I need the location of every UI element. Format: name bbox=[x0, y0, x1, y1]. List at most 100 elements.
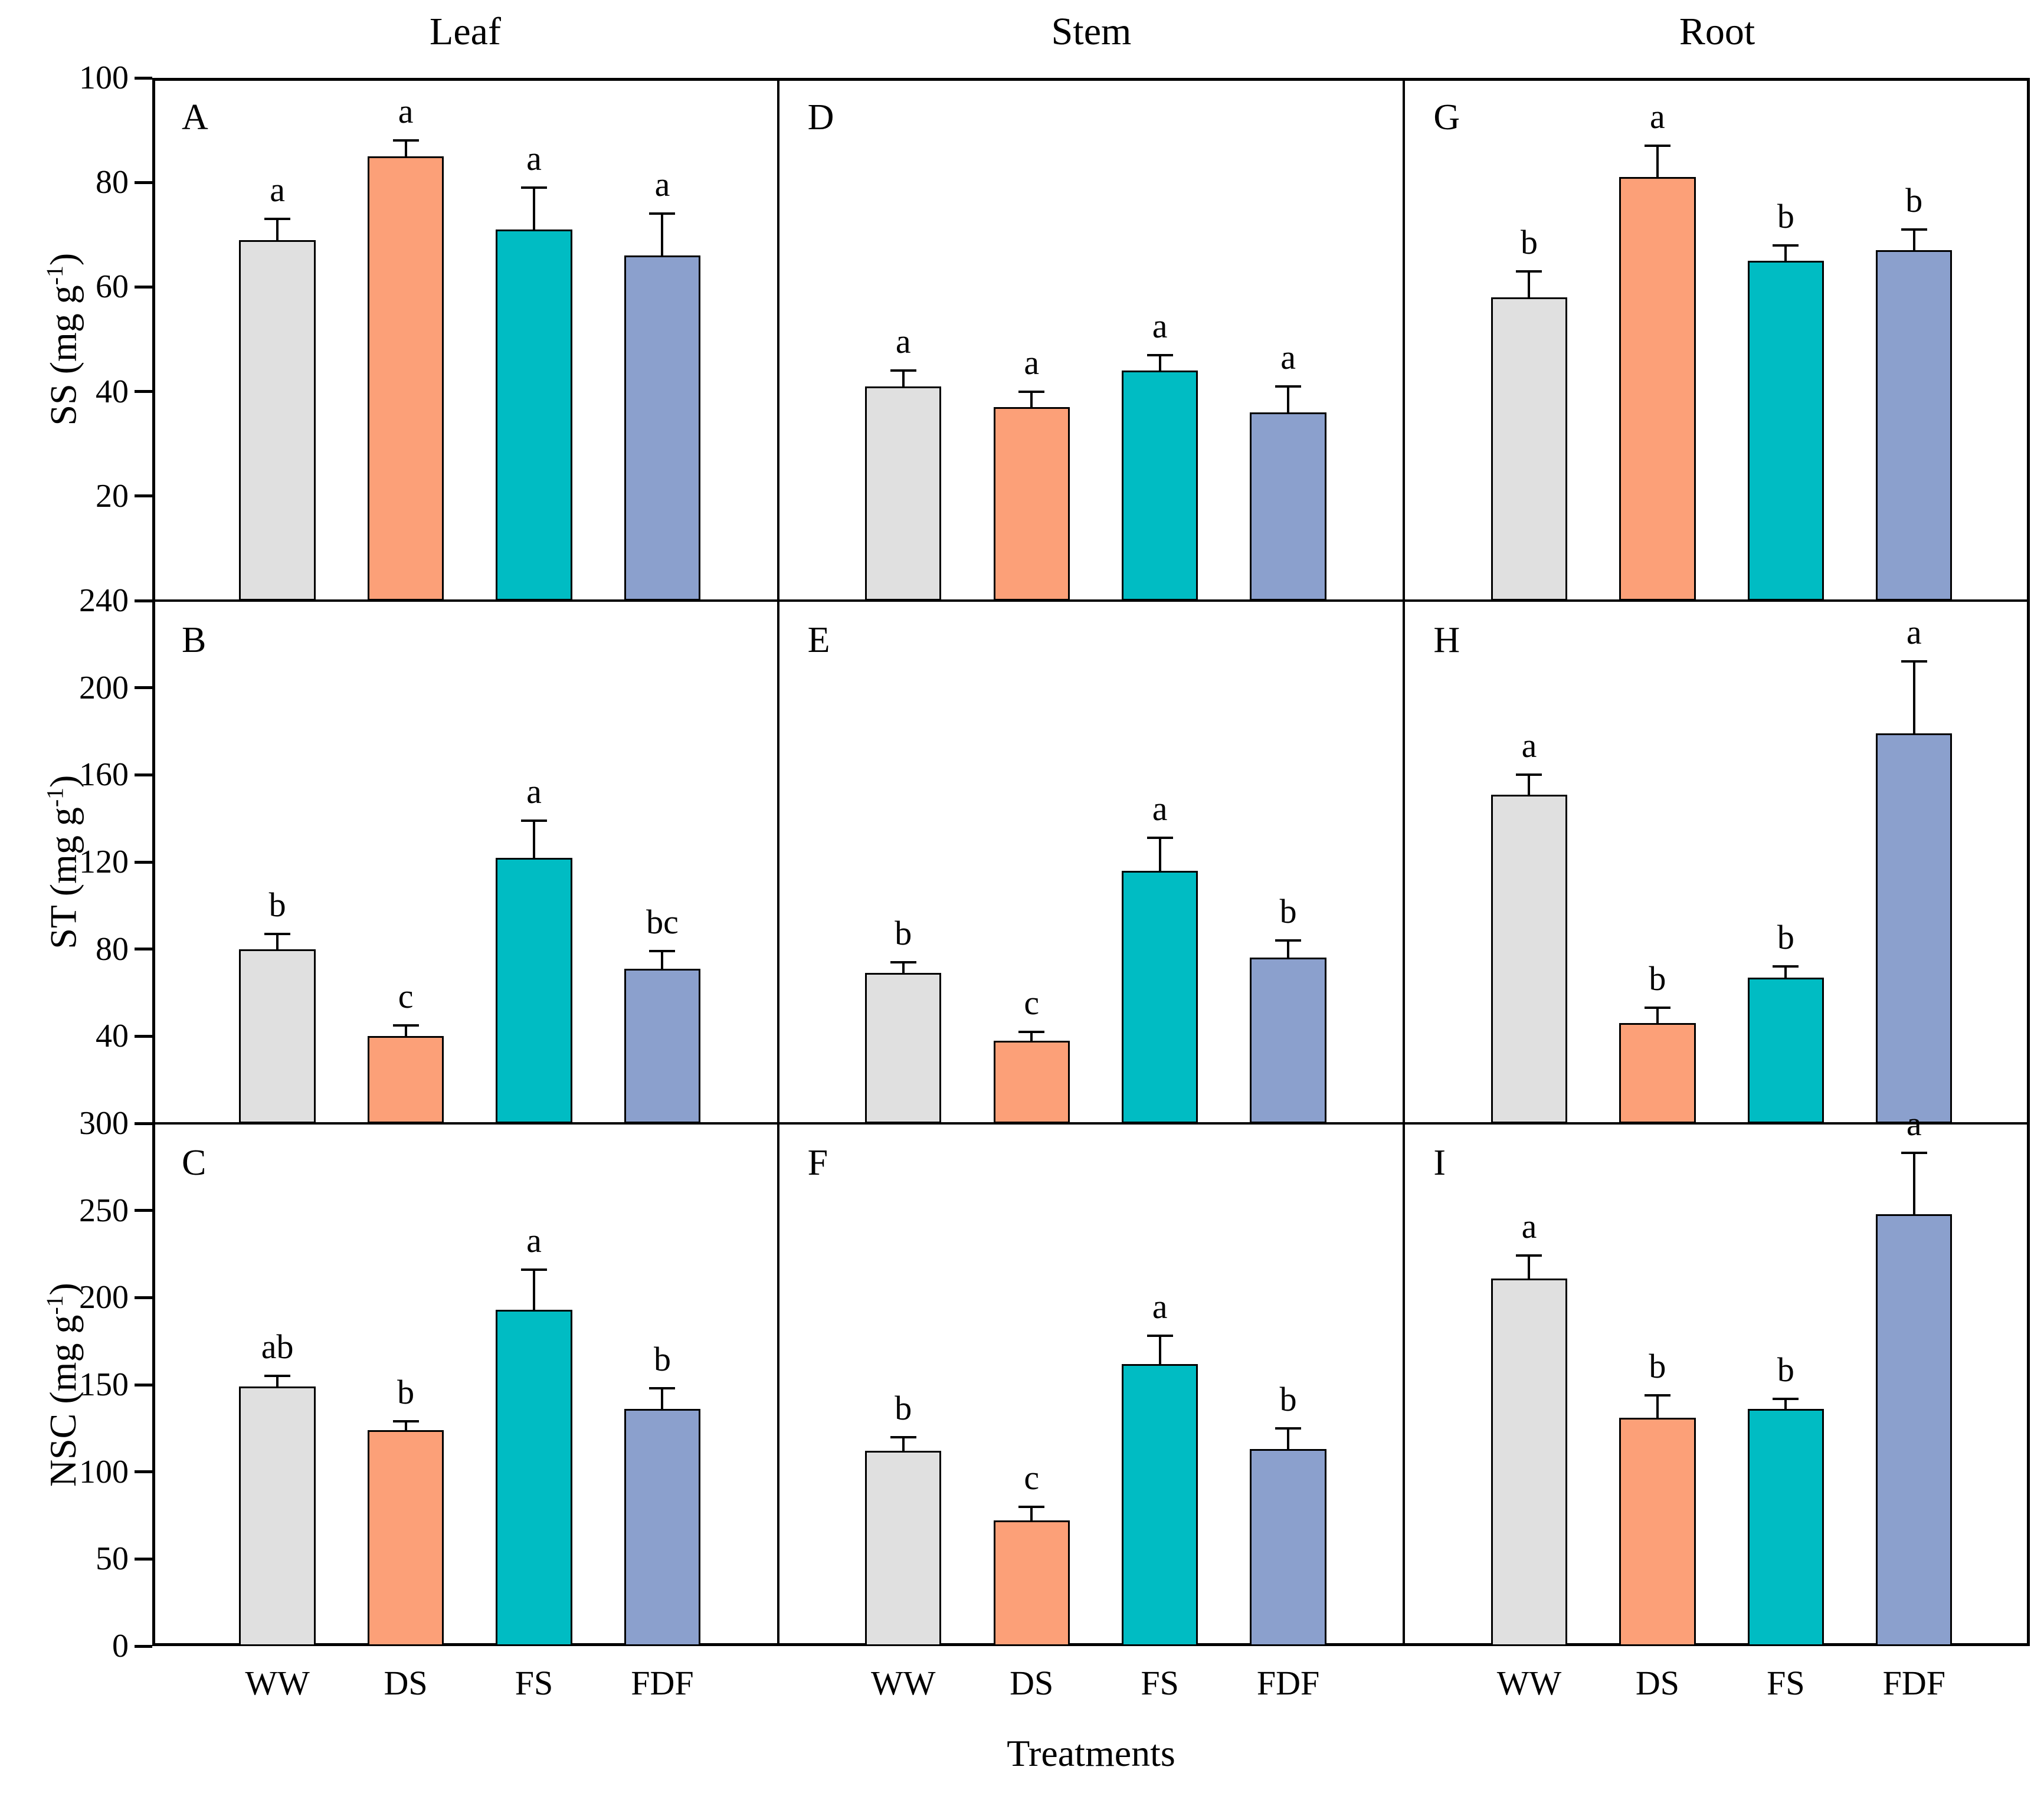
error-bar-FDF bbox=[661, 214, 663, 255]
sig-letter-WW: b bbox=[844, 916, 962, 950]
y-tick-label: 240 bbox=[0, 584, 129, 617]
error-bar-cap-FS bbox=[1147, 1335, 1173, 1337]
y-tick-label: 40 bbox=[0, 375, 129, 408]
bar-WW bbox=[1491, 1279, 1567, 1646]
error-bar-cap-WW bbox=[1516, 773, 1542, 776]
error-bar-FDF bbox=[1913, 1153, 1915, 1214]
y-tick-label: 150 bbox=[0, 1368, 129, 1401]
error-bar-DS bbox=[1656, 1395, 1659, 1418]
bar-WW bbox=[239, 240, 315, 601]
error-bar-DS bbox=[1030, 1507, 1033, 1521]
y-tick-mark bbox=[135, 286, 152, 289]
bar-FDF bbox=[624, 1409, 700, 1646]
x-category-label-FS: FS bbox=[469, 1663, 599, 1704]
error-bar-cap-DS bbox=[393, 1024, 419, 1027]
error-bar-DS bbox=[1656, 1008, 1659, 1023]
y-tick-label: 100 bbox=[0, 1456, 129, 1489]
column-title-root: Root bbox=[1404, 11, 2030, 53]
error-bar-WW bbox=[276, 1376, 279, 1386]
y-tick-mark bbox=[135, 1645, 152, 1648]
panel-letter-I: I bbox=[1433, 1145, 1446, 1181]
bar-FS bbox=[1122, 371, 1198, 601]
error-bar-DS bbox=[1030, 1032, 1033, 1041]
y-tick-mark bbox=[135, 494, 152, 497]
y-tick-mark bbox=[135, 390, 152, 393]
sig-letter-FDF: b bbox=[1229, 1382, 1347, 1417]
sig-letter-DS: c bbox=[972, 1461, 1090, 1495]
bar-FS bbox=[496, 230, 572, 601]
error-bar-cap-FDF bbox=[1901, 228, 1927, 231]
bar-FS bbox=[1748, 1409, 1824, 1646]
y-tick-mark bbox=[135, 773, 152, 776]
error-bar-cap-WW bbox=[1516, 1254, 1542, 1257]
error-bar-FS bbox=[1784, 245, 1787, 261]
bar-DS bbox=[1619, 1418, 1695, 1646]
error-bar-FS bbox=[1784, 966, 1787, 977]
y-tick-mark bbox=[135, 1384, 152, 1386]
bar-DS bbox=[368, 1036, 444, 1123]
bar-WW bbox=[865, 386, 941, 601]
y-tick-mark bbox=[135, 181, 152, 184]
y-tick-label: 80 bbox=[0, 166, 129, 199]
sig-letter-FDF: a bbox=[603, 168, 721, 202]
sig-letter-DS: b bbox=[1598, 1349, 1717, 1384]
error-bar-FS bbox=[1159, 1336, 1161, 1363]
sig-letter-FDF: a bbox=[1229, 340, 1347, 375]
sig-letter-WW: b bbox=[1470, 225, 1588, 260]
bar-FDF bbox=[1876, 1214, 1952, 1646]
sig-letter-FS: b bbox=[1727, 920, 1845, 955]
bar-DS bbox=[368, 1430, 444, 1646]
panel-letter-C: C bbox=[182, 1145, 206, 1181]
y-tick-mark bbox=[135, 1296, 152, 1299]
error-bar-cap-WW bbox=[890, 961, 916, 963]
bar-FDF bbox=[624, 255, 700, 601]
x-axis-title: Treatments bbox=[152, 1732, 2030, 1775]
panel-letter-G: G bbox=[1433, 99, 1460, 136]
sig-letter-DS: a bbox=[972, 346, 1090, 380]
error-bar-cap-DS bbox=[393, 1420, 419, 1422]
error-bar-cap-WW bbox=[264, 1375, 290, 1377]
bar-FS bbox=[1122, 871, 1198, 1123]
sig-letter-FS: b bbox=[1727, 199, 1845, 234]
error-bar-cap-DS bbox=[1645, 1394, 1670, 1397]
y-tick-label: 50 bbox=[0, 1542, 129, 1575]
y-tick-label: 120 bbox=[0, 845, 129, 879]
x-category-label-DS: DS bbox=[967, 1663, 1096, 1704]
sig-letter-FDF: b bbox=[603, 1342, 721, 1376]
error-bar-FS bbox=[533, 188, 535, 230]
error-bar-cap-FDF bbox=[1275, 939, 1301, 942]
error-bar-WW bbox=[1528, 775, 1530, 794]
error-bar-cap-WW bbox=[264, 933, 290, 935]
error-bar-WW bbox=[902, 1437, 905, 1451]
error-bar-FS bbox=[533, 821, 535, 858]
panel-letter-H: H bbox=[1433, 622, 1460, 658]
sig-letter-FS: a bbox=[1101, 792, 1219, 826]
sig-letter-WW: b bbox=[844, 1391, 962, 1425]
sig-letter-FDF: a bbox=[1855, 615, 1973, 650]
error-bar-cap-FDF bbox=[649, 1387, 675, 1389]
error-bar-cap-FS bbox=[521, 1268, 547, 1271]
error-bar-cap-FS bbox=[521, 186, 547, 189]
panel-letter-F: F bbox=[808, 1145, 828, 1181]
y-tick-mark bbox=[135, 686, 152, 689]
panel-divider-vertical bbox=[1403, 78, 1405, 1646]
x-category-label-FS: FS bbox=[1721, 1663, 1850, 1704]
x-category-label-FDF: FDF bbox=[1849, 1663, 1979, 1704]
error-bar-cap-DS bbox=[1018, 1506, 1044, 1508]
error-bar-cap-FS bbox=[1147, 837, 1173, 839]
y-tick-label: 160 bbox=[0, 758, 129, 791]
error-bar-DS bbox=[1030, 392, 1033, 408]
error-bar-FDF bbox=[661, 951, 663, 969]
y-tick-label: 40 bbox=[0, 1020, 129, 1053]
y-tick-mark bbox=[135, 1470, 152, 1473]
column-title-stem: Stem bbox=[778, 11, 1404, 53]
bar-FDF bbox=[1250, 412, 1326, 601]
error-bar-FDF bbox=[1287, 1428, 1289, 1449]
y-tick-mark bbox=[135, 1122, 152, 1125]
bar-FDF bbox=[1250, 958, 1326, 1123]
bar-DS bbox=[1619, 1023, 1695, 1123]
x-category-label-FDF: FDF bbox=[597, 1663, 727, 1704]
error-bar-DS bbox=[405, 1025, 407, 1036]
error-bar-cap-FS bbox=[1773, 965, 1799, 968]
y-tick-label: 300 bbox=[0, 1107, 129, 1140]
